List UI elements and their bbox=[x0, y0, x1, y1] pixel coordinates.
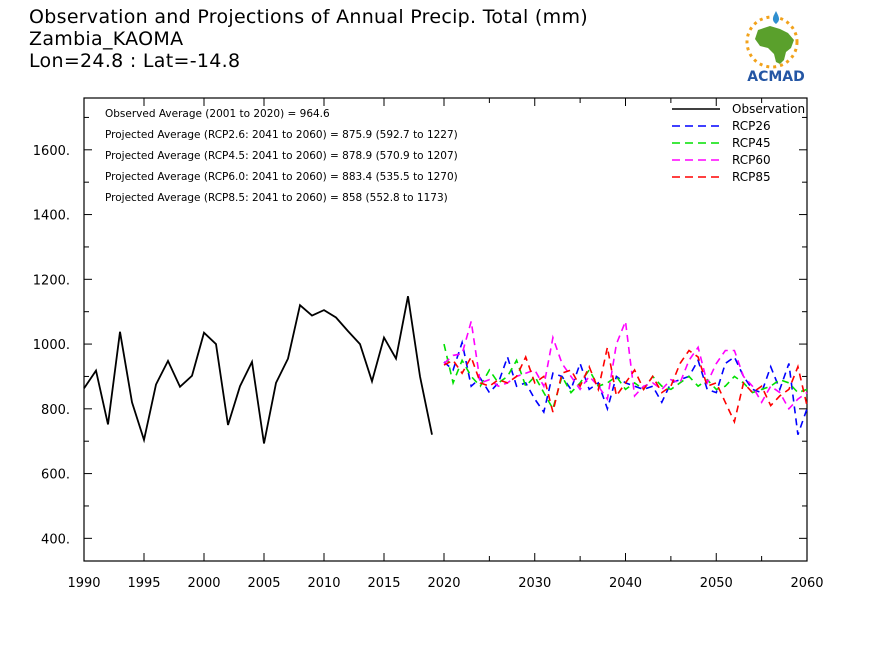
y-tick-label: 1200. bbox=[33, 273, 70, 288]
x-tick-label: 1990 bbox=[67, 576, 100, 591]
y-tick-label: 1400. bbox=[33, 209, 70, 224]
annotation-line: Projected Average (RCP2.6: 2041 to 2060)… bbox=[105, 129, 458, 141]
x-tick-label: 2000 bbox=[187, 576, 220, 591]
y-axis-tick-labels: 400. 600. 800. 1000. 1200. 1400. 1600. bbox=[33, 144, 70, 548]
legend-label: RCP85 bbox=[732, 170, 771, 184]
logo-sun-rays bbox=[745, 15, 799, 69]
annotation-line: Observed Average (2001 to 2020) = 964.6 bbox=[105, 108, 330, 120]
title-line-3: Lon=24.8 : Lat=-14.8 bbox=[29, 50, 241, 72]
x-tick-label: 1995 bbox=[127, 576, 160, 591]
annotation-line: Projected Average (RCP6.0: 2041 to 2060)… bbox=[105, 171, 458, 183]
legend-label: RCP45 bbox=[732, 136, 771, 150]
x-tick-label: 2005 bbox=[247, 576, 280, 591]
annotation-line: Projected Average (RCP8.5: 2041 to 2060)… bbox=[105, 192, 448, 204]
chart-title: Observation and Projections of Annual Pr… bbox=[29, 6, 588, 72]
x-tick-label: 2015 bbox=[367, 576, 400, 591]
data-series bbox=[83, 296, 808, 444]
logo-text: ACMAD bbox=[747, 69, 805, 84]
title-line-2: Zambia_KAOMA bbox=[29, 28, 184, 50]
y-tick-label: 600. bbox=[41, 468, 70, 483]
title-line-1: Observation and Projections of Annual Pr… bbox=[29, 6, 588, 28]
legend-label: Observation bbox=[732, 102, 805, 116]
logo-africa-shape bbox=[755, 26, 794, 64]
x-tick-label: 2010 bbox=[307, 576, 340, 591]
series-line-rcp45 bbox=[443, 343, 808, 411]
y-tick-label: 400. bbox=[41, 532, 70, 547]
y-tick-label: 800. bbox=[41, 403, 70, 418]
legend-label: RCP26 bbox=[732, 119, 771, 133]
legend-label: RCP60 bbox=[732, 153, 771, 167]
legend: Observation RCP26 RCP45 RCP60 RCP85 bbox=[672, 102, 805, 184]
x-tick-label: 2030 bbox=[518, 576, 551, 591]
logo-water-drop bbox=[772, 11, 780, 24]
annotation-line: Projected Average (RCP4.5: 2041 to 2060)… bbox=[105, 150, 458, 162]
x-tick-label: 2050 bbox=[700, 576, 733, 591]
series-line-rcp85 bbox=[443, 347, 808, 425]
series-line-observation bbox=[83, 296, 433, 444]
x-tick-label: 2060 bbox=[790, 576, 823, 591]
x-axis-tick-labels: 1990 1995 2000 2005 2010 2015 2020 2030 2040 2050… bbox=[67, 576, 823, 591]
x-tick-label: 2040 bbox=[609, 576, 642, 591]
series-line-rcp60 bbox=[443, 321, 808, 411]
plot-frame bbox=[83, 97, 808, 562]
y-tick-label: 1000. bbox=[33, 338, 70, 353]
x-tick-label: 2020 bbox=[427, 576, 460, 591]
acmad-logo: ACMAD bbox=[745, 11, 805, 84]
axis-ticks bbox=[83, 98, 808, 561]
y-tick-label: 1600. bbox=[33, 144, 70, 159]
stat-annotations: Observed Average (2001 to 2020) = 964.6 P… bbox=[105, 108, 458, 204]
